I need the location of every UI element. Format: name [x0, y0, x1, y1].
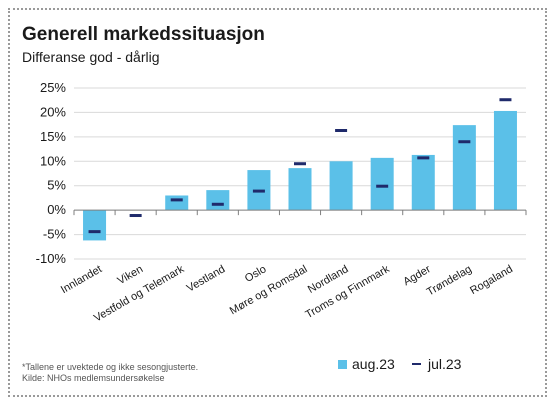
- bar: [288, 168, 312, 211]
- legend-label-jul23: jul.23: [428, 356, 462, 372]
- y-tick-label: -5%: [43, 227, 67, 242]
- bar: [411, 154, 435, 211]
- x-category-label: Vestland: [185, 263, 228, 294]
- x-category-label: Innlandet: [59, 263, 104, 296]
- y-tick-label: -10%: [36, 251, 67, 266]
- bar: [452, 125, 476, 211]
- footnote-note: *Tallene er uvektede og ikke sesongjuste…: [22, 362, 199, 372]
- bar: [329, 161, 353, 211]
- x-category-label: Trøndelag: [425, 263, 474, 298]
- x-category-label: Viken: [115, 263, 145, 287]
- bar: [83, 210, 107, 241]
- y-tick-label: 5%: [47, 178, 66, 193]
- legend-marker-swatch: [412, 363, 421, 365]
- legend-label-aug23: aug.23: [352, 356, 395, 372]
- bar: [370, 157, 394, 211]
- bar: [165, 195, 189, 211]
- y-tick-label: 10%: [40, 153, 66, 168]
- x-category-label: Oslo: [243, 263, 269, 285]
- x-category-label: Møre og Romsdal: [228, 263, 310, 317]
- bar: [493, 110, 517, 211]
- legend-bar-swatch: [338, 359, 347, 369]
- bar: [206, 190, 230, 211]
- y-tick-label: 0%: [47, 202, 66, 217]
- y-tick-label: 15%: [40, 129, 66, 144]
- x-category-label: Rogaland: [468, 263, 515, 297]
- chart-title: Generell markedssituasjon: [22, 24, 265, 45]
- x-category-label: Agder: [401, 263, 433, 288]
- footnote-source: Kilde: NHOs medlemsundersøkelse: [22, 373, 165, 383]
- y-tick-label: 20%: [40, 104, 66, 119]
- chart-subtitle: Differanse god - dårlig: [22, 49, 160, 65]
- y-tick-label: 25%: [40, 80, 66, 95]
- legend-item-aug23: aug.23: [338, 356, 395, 372]
- legend-item-jul23: jul.23: [412, 356, 461, 372]
